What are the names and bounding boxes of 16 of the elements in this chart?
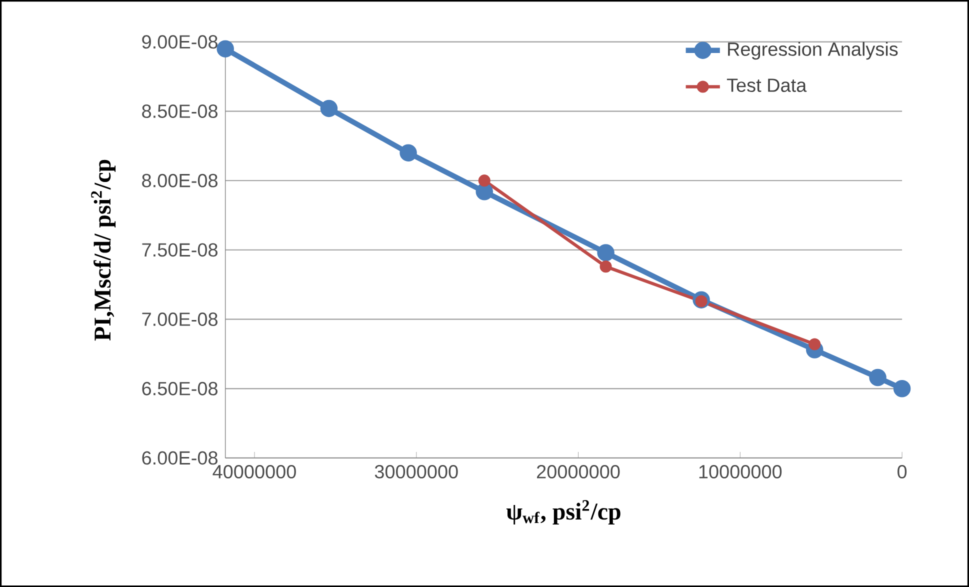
x-tick-label: 0 <box>898 464 907 478</box>
y-tick-label: 8.00E-08 <box>142 174 218 188</box>
x-axis-title: ψ$_{wf}$, psi$^{2}$/cp <box>506 500 620 525</box>
x-tick-label: 30000000 <box>374 464 458 478</box>
legend-label: Test Data <box>726 78 807 92</box>
y-tick-label: 7.50E-08 <box>142 243 218 257</box>
y-tick-label: 8.50E-08 <box>142 104 218 118</box>
y-tick-label: 6.50E-08 <box>142 382 218 396</box>
legend-label: Regression Analysis <box>728 42 898 60</box>
x-tick-label: 10000000 <box>699 464 782 478</box>
y-tick-label: 9.00E-08 <box>142 35 218 49</box>
x-tick-label: 40000000 <box>212 464 296 478</box>
x-tick-label: 20000000 <box>536 464 620 478</box>
y-tick-label: 6.00E-08 <box>142 451 218 465</box>
y-axis-title: PI,Mscf/d/ psi$^{2}$/cp <box>91 160 116 341</box>
y-tick-label: 7.00E-08 <box>142 312 218 326</box>
